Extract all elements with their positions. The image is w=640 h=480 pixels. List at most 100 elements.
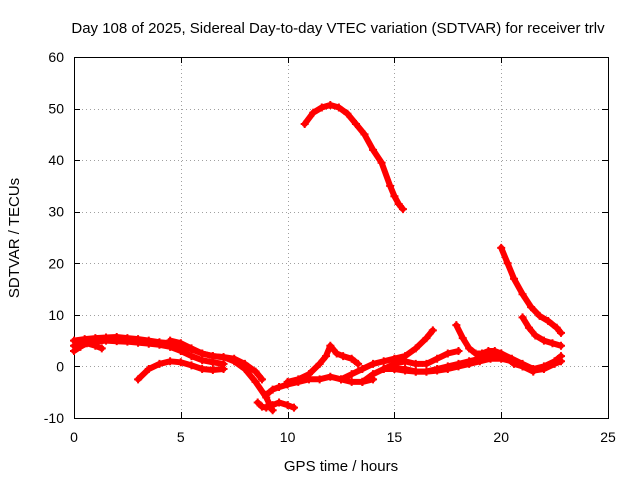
data-point [369, 145, 378, 154]
data-point [251, 377, 260, 386]
y-tick-label: 50 [48, 101, 64, 117]
x-axis-label: GPS time / hours [284, 458, 398, 475]
data-point [134, 375, 143, 384]
data-point [290, 403, 299, 412]
data-point [187, 361, 196, 370]
series-arc-2 [70, 336, 228, 368]
data-point [490, 346, 499, 355]
series-arc-16 [518, 313, 566, 350]
y-tick-label: 20 [48, 255, 64, 271]
data-point [360, 130, 369, 139]
data-point [219, 365, 228, 374]
data-point [326, 100, 335, 109]
data-point [315, 375, 324, 384]
data-point [369, 359, 378, 368]
data-point [518, 290, 527, 299]
data-point [337, 375, 345, 384]
series-line [301, 102, 406, 213]
data-point [548, 339, 557, 348]
series-line [338, 327, 436, 383]
data-point [347, 370, 356, 379]
data-point [166, 357, 175, 366]
data-point [477, 349, 486, 358]
data-point [339, 352, 348, 361]
data-point [262, 403, 271, 412]
data-point [503, 354, 512, 363]
series-arc-5 [166, 336, 266, 384]
data-point [503, 259, 512, 268]
data-point [524, 323, 533, 332]
data-point [102, 336, 111, 345]
x-tick-label: 25 [600, 429, 616, 445]
data-point [510, 359, 519, 368]
data-point [458, 334, 467, 343]
series-arc-7 [262, 372, 378, 399]
data-point [369, 370, 378, 379]
data-point [257, 402, 266, 411]
chart-title: Day 108 of 2025, Sidereal Day-to-day VTE… [71, 20, 605, 37]
y-tick-label: 10 [48, 307, 64, 323]
data-point [465, 344, 474, 353]
data-point [358, 365, 367, 374]
data-point [428, 326, 437, 335]
x-tick-label: 10 [280, 429, 296, 445]
data-point [454, 359, 463, 368]
data-point [465, 357, 474, 366]
data-point [309, 108, 318, 117]
data-point [317, 103, 326, 112]
data-point [322, 352, 331, 361]
data-point [334, 103, 343, 112]
data-point [379, 357, 388, 366]
data-point [219, 353, 228, 362]
data-point [358, 377, 367, 386]
data-point [454, 346, 463, 355]
data-point [176, 358, 185, 367]
data-point [300, 120, 309, 129]
data-point [315, 359, 324, 368]
series-arc-15 [497, 243, 566, 337]
data-point [262, 390, 271, 399]
data-point [176, 346, 185, 355]
x-tick-label: 20 [493, 429, 509, 445]
data-point [422, 334, 431, 343]
data-point [82, 339, 91, 348]
data-point [452, 321, 461, 330]
data-point [257, 375, 266, 384]
data-point [198, 349, 207, 358]
data-point [144, 365, 153, 374]
data-point [422, 367, 431, 376]
data-point [443, 349, 452, 358]
data-point [401, 365, 410, 374]
data-point [208, 352, 217, 361]
data-point [377, 158, 386, 167]
series-arc-8 [283, 341, 363, 386]
data-point [398, 205, 407, 214]
data-point [557, 352, 566, 361]
data-point [70, 346, 78, 355]
y-tick-label: 0 [56, 358, 64, 374]
data-point [535, 311, 544, 320]
data-point [91, 341, 100, 350]
data-point [390, 192, 399, 201]
data-point [351, 120, 360, 129]
data-point [544, 317, 553, 326]
plot-frame [74, 57, 609, 419]
data-point [347, 354, 356, 363]
series-arc-14 [452, 321, 538, 376]
data-point [411, 344, 420, 353]
series-arc-10 [337, 326, 437, 384]
series-arc-6 [253, 398, 299, 412]
axis-ticks: 0 5 10 15 20 25 -10 0 10 20 30 40 50 60 [44, 49, 616, 445]
data-point [390, 365, 399, 374]
x-tick-label: 15 [387, 429, 403, 445]
data-point [557, 341, 566, 350]
series-arc-9 [300, 100, 407, 214]
y-tick-label: 30 [48, 204, 64, 220]
data-point [411, 359, 420, 368]
data-point [176, 339, 185, 348]
data-point [557, 328, 566, 337]
data-point [347, 377, 356, 386]
y-tick-label: 40 [48, 152, 64, 168]
data-point [529, 367, 538, 376]
